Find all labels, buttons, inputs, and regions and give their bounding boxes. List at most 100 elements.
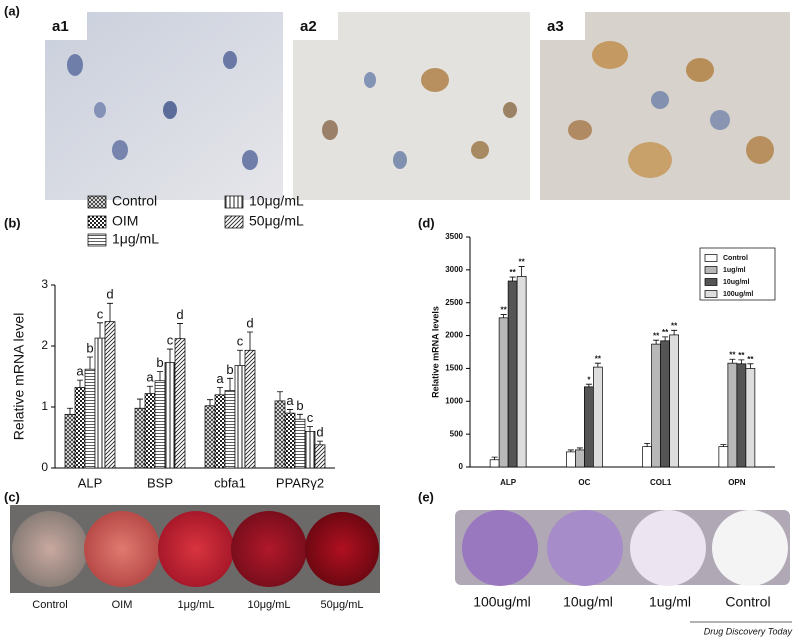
x-tick-label: OC [578, 478, 590, 487]
legend-swatch [224, 215, 244, 229]
bar [516, 276, 527, 468]
legend-label: 50μg/mL [249, 213, 304, 229]
error-bar [567, 449, 574, 452]
significance-label: c [97, 306, 104, 321]
y-tick-label: 3000 [445, 265, 463, 274]
bar [204, 405, 216, 469]
legend-label: 100ug/ml [723, 291, 753, 298]
significance-label: b [86, 340, 93, 355]
significance-label: b [296, 398, 303, 413]
legend-label: OIM [112, 213, 138, 229]
y-tick-label: 1000 [445, 396, 463, 405]
bar [642, 446, 652, 468]
y-tick-label: 2000 [445, 331, 463, 340]
well-photo [455, 510, 790, 586]
significance-label: ** [671, 321, 678, 330]
error-bar [77, 379, 83, 388]
x-tick-label: COL1 [650, 478, 672, 487]
bar [651, 343, 661, 468]
bar [593, 366, 603, 468]
error-bar [585, 383, 592, 387]
significance-label: ** [738, 351, 745, 360]
dish-label: 1μg/mL [178, 599, 215, 611]
y-tick-label: 0 [459, 462, 464, 471]
significance-label: a [286, 393, 294, 408]
significance-label: ** [519, 258, 526, 267]
bar [314, 444, 326, 469]
x-tick-label: ALP [78, 475, 103, 490]
bar [294, 418, 306, 469]
significance-label: ** [595, 354, 602, 363]
error-bar [576, 447, 583, 450]
error-bar [297, 413, 303, 420]
error-bar [738, 359, 745, 364]
bar [244, 349, 256, 469]
error-bar [653, 339, 660, 345]
legend-label: 1μg/mL [112, 231, 159, 247]
well-label: Control [725, 594, 770, 610]
panel-label: (b) [4, 215, 21, 230]
error-bar [729, 358, 736, 364]
legend-swatch [704, 278, 718, 286]
bar [64, 413, 76, 469]
well-label: 100ug/ml [473, 594, 531, 610]
significance-label: ** [501, 306, 508, 315]
bar [84, 368, 96, 469]
bar [134, 407, 146, 469]
dish-label: 50μg/mL [320, 599, 363, 611]
significance-label: ** [729, 350, 736, 359]
x-tick-label: cbfa1 [214, 475, 246, 490]
bar [214, 394, 226, 469]
significance-label: ** [510, 268, 517, 277]
error-bar [671, 329, 678, 335]
y-tick-label: 1 [41, 399, 48, 413]
dish-photo [10, 505, 380, 593]
legend-swatch [704, 266, 718, 274]
legend-swatch [87, 233, 107, 247]
significance-label: c [237, 334, 244, 349]
significance-label: ** [662, 328, 669, 337]
significance-label: ** [747, 355, 754, 364]
y-tick-label: 1500 [445, 364, 463, 373]
y-tick-label: 3 [41, 277, 48, 291]
significance-label: d [246, 315, 253, 330]
legend-label: 10μg/mL [249, 193, 304, 209]
micrograph: a3 [540, 12, 790, 200]
well-label: 10ug/ml [563, 594, 613, 610]
significance-label: b [226, 362, 233, 377]
error-bar [217, 387, 223, 395]
error-bar [500, 314, 507, 318]
x-tick-label: PPARγ2 [276, 475, 324, 490]
bar [489, 459, 500, 468]
panel-label: (a) [4, 3, 20, 18]
bar [274, 400, 286, 469]
legend-label: Control [112, 193, 157, 209]
significance-label: a [76, 364, 84, 379]
footer: Drug Discovery Today [704, 626, 793, 636]
significance-label: ** [653, 331, 660, 340]
error-bar [207, 399, 213, 406]
bar [669, 334, 679, 468]
x-tick-label: OPN [728, 478, 746, 487]
legend-swatch [704, 290, 718, 298]
error-bar [747, 363, 754, 369]
bar [566, 451, 576, 468]
error-bar [307, 426, 313, 432]
error-bar [287, 409, 293, 414]
legend-label: 1ug/ml [723, 267, 746, 274]
error-bar [518, 266, 525, 277]
bar [745, 368, 756, 468]
significance-label: * [587, 375, 591, 384]
error-bar [317, 440, 323, 445]
error-bar [594, 362, 601, 368]
significance-label: d [106, 287, 113, 302]
bar [104, 321, 116, 469]
legend-swatch [87, 215, 107, 229]
y-tick-label: 500 [450, 429, 464, 438]
error-bar [662, 336, 669, 341]
image-label: a3 [547, 18, 564, 35]
micrograph: a2 [293, 12, 530, 200]
bar [736, 363, 747, 468]
legend-swatch [224, 195, 244, 209]
